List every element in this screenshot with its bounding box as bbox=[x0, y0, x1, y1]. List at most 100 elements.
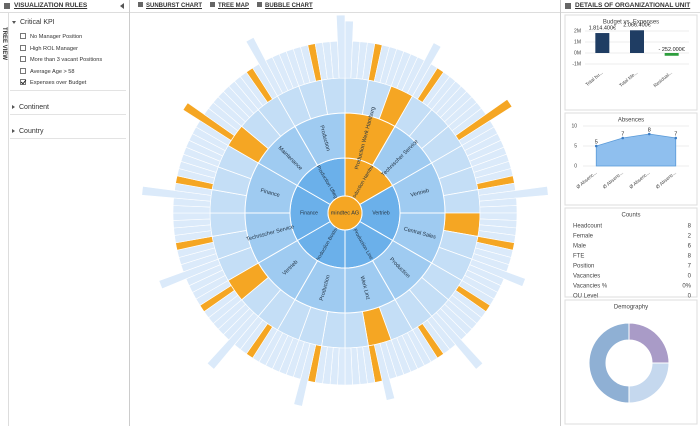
count-value: 0 bbox=[688, 294, 692, 300]
y-tick-label: 0 bbox=[574, 163, 577, 169]
y-tick-label: 10 bbox=[571, 123, 577, 129]
rule-label: More than 3 vacant Positions bbox=[30, 57, 103, 63]
segment-ring4 bbox=[172, 212, 211, 221]
segment-ring4 bbox=[336, 14, 346, 79]
section-toggle[interactable]: Country bbox=[12, 128, 44, 135]
toggle-icon bbox=[12, 104, 15, 109]
y-tick-label: -1M bbox=[572, 61, 581, 67]
center-panel: SUNBURST CHART TREE MAP BUBBLE CHART Produ… bbox=[130, 0, 560, 426]
card bbox=[564, 207, 698, 298]
count-value: 6 bbox=[688, 244, 692, 250]
value-label: 7 bbox=[674, 131, 677, 137]
left-panel: VISUALIZATION RULES TREE VIEW Critical K… bbox=[0, 0, 130, 426]
chart-title: Demography bbox=[614, 305, 648, 311]
point bbox=[594, 144, 598, 148]
tab-icon bbox=[257, 2, 263, 7]
rule-item[interactable]: High ROL Manager bbox=[20, 44, 78, 52]
segment-label: Vertrieb bbox=[372, 210, 389, 216]
value-label: 1.814.400€ bbox=[589, 25, 617, 31]
right-panel: DETAILS OF ORGANIZATIONAL UNIT Budget vs… bbox=[560, 0, 700, 426]
section-label: Country bbox=[19, 127, 44, 135]
section-toggle[interactable]: Continent bbox=[12, 104, 49, 111]
count-label: Position bbox=[573, 264, 594, 270]
segment-ring4 bbox=[479, 205, 518, 214]
separator bbox=[10, 89, 126, 91]
left-header: VISUALIZATION RULES bbox=[0, 0, 129, 13]
tab-bar: SUNBURST CHART TREE MAP BUBBLE CHART bbox=[130, 0, 560, 13]
count-label: OU Level bbox=[573, 294, 598, 300]
separator bbox=[10, 137, 126, 139]
segment-label: Vertrieb bbox=[410, 188, 430, 199]
y-tick-label: 1M bbox=[574, 39, 581, 45]
count-value: 8 bbox=[688, 224, 692, 230]
panel-title: VISUALIZATION RULES bbox=[14, 2, 88, 9]
separator bbox=[10, 113, 126, 115]
point bbox=[621, 136, 625, 140]
tab-label: SUNBURST CHART bbox=[146, 3, 202, 9]
side-tab[interactable]: TREE VIEW bbox=[0, 13, 9, 426]
value-label: 7 bbox=[621, 131, 624, 137]
value-label: 8 bbox=[648, 127, 651, 133]
tab-label: BUBBLE CHART bbox=[265, 3, 313, 9]
count-label: Male bbox=[573, 244, 587, 250]
rule-label: Average Age > 58 bbox=[30, 68, 75, 75]
count-value: 2 bbox=[688, 234, 692, 240]
section-toggle[interactable]: Critical KPI bbox=[12, 19, 55, 26]
section-label: Critical KPI bbox=[20, 19, 55, 26]
side-tab-label: TREE VIEW bbox=[1, 27, 7, 61]
donut-slice bbox=[588, 322, 630, 404]
rule-item[interactable]: Expenses over Budget bbox=[20, 79, 86, 86]
checkbox[interactable] bbox=[20, 44, 26, 51]
count-value: 0% bbox=[682, 284, 691, 290]
section-label: Continent bbox=[19, 103, 49, 111]
right-header: DETAILS OF ORGANIZATIONAL UNIT bbox=[561, 0, 700, 13]
rule-label: Expenses over Budget bbox=[30, 80, 87, 86]
count-label: Headcount bbox=[573, 224, 602, 230]
chart-title: Budget vs. Expenses bbox=[603, 20, 659, 26]
tab[interactable]: TREE MAP bbox=[210, 0, 249, 12]
card bbox=[564, 299, 698, 425]
tab[interactable]: BUBBLE CHART bbox=[257, 0, 313, 12]
bar bbox=[630, 30, 644, 53]
center-node bbox=[327, 195, 363, 231]
y-tick-label: 2M bbox=[574, 28, 581, 34]
tab-icon bbox=[210, 2, 215, 7]
tab[interactable]: SUNBURST CHART bbox=[138, 0, 202, 12]
rule-item[interactable]: More than 3 vacant Positions bbox=[20, 56, 102, 63]
segment-label: Finance bbox=[300, 210, 318, 216]
bar bbox=[595, 33, 610, 53]
tab-icon bbox=[138, 2, 143, 7]
checkbox[interactable] bbox=[20, 67, 26, 74]
y-tick-label: 0M bbox=[574, 50, 581, 56]
value-label: - 252.000€ bbox=[659, 47, 685, 53]
bar bbox=[664, 53, 679, 56]
checkbox[interactable] bbox=[20, 56, 26, 62]
count-value: 8 bbox=[688, 254, 692, 260]
rule-item[interactable]: Average Age > 58 bbox=[20, 67, 75, 75]
table-title: Counts bbox=[621, 213, 640, 219]
count-label: Female bbox=[573, 234, 594, 240]
toggle-icon bbox=[12, 128, 15, 133]
collapse-icon[interactable] bbox=[120, 3, 125, 9]
panel-title: DETAILS OF ORGANIZATIONAL UNIT bbox=[575, 2, 691, 9]
segment-label: Finance bbox=[260, 188, 280, 199]
segment-ring4 bbox=[344, 347, 353, 386]
count-label: Vacancies bbox=[573, 274, 600, 280]
point bbox=[647, 132, 651, 136]
rule-label: High ROL Manager bbox=[30, 45, 78, 52]
checkbox[interactable] bbox=[20, 79, 26, 85]
rule-item[interactable]: No Manager Position bbox=[20, 33, 82, 40]
checkbox[interactable] bbox=[20, 33, 26, 39]
point bbox=[674, 136, 678, 140]
y-tick-label: 5 bbox=[574, 143, 577, 149]
chart-title: Absences bbox=[618, 118, 644, 124]
value-label: 5 bbox=[595, 139, 598, 145]
rule-label: No Manager Position bbox=[30, 34, 83, 40]
card bbox=[564, 14, 698, 111]
tab-label: TREE MAP bbox=[218, 3, 250, 9]
value-label: 2.066.400€ bbox=[623, 23, 651, 29]
segment-ring2 bbox=[294, 112, 346, 167]
count-value: 0 bbox=[688, 274, 692, 280]
